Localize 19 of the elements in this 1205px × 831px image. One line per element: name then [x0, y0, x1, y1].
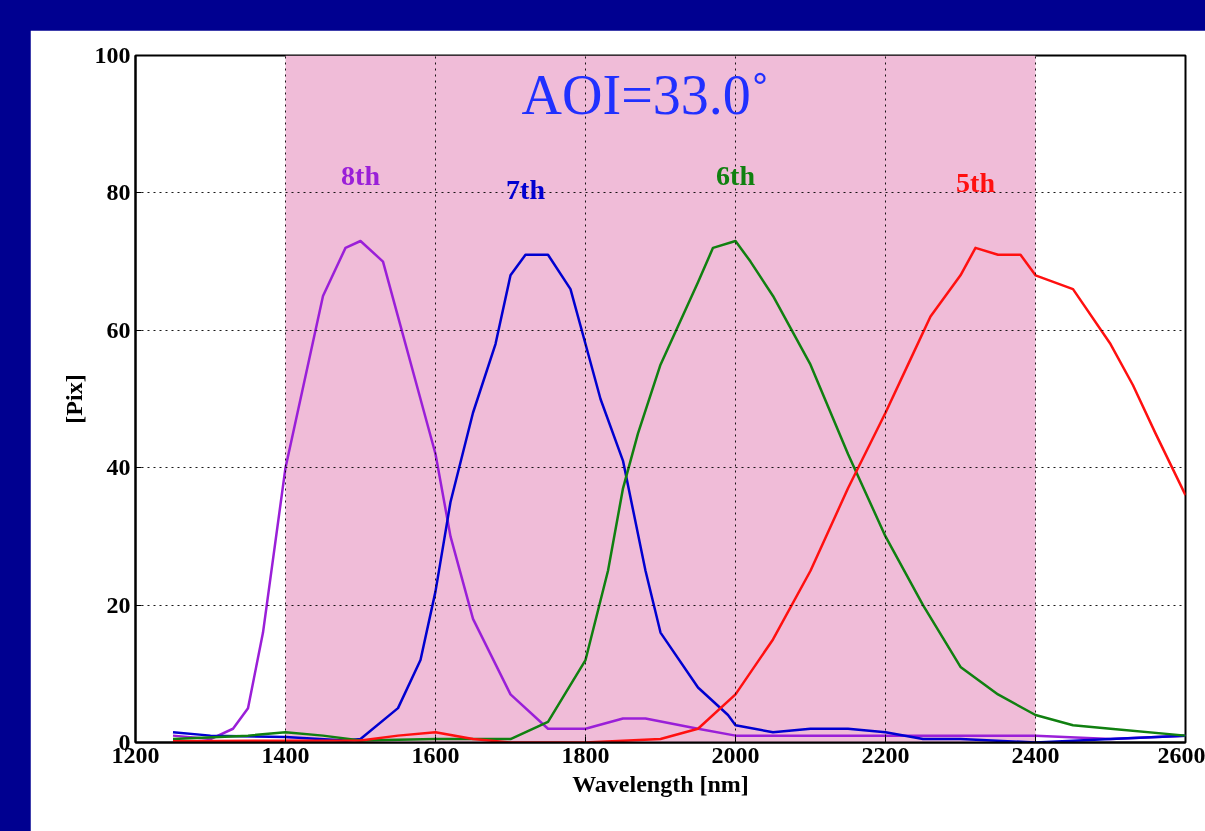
x-axis-title: Wavelength [nm]	[572, 770, 749, 797]
series-label: 7th	[506, 173, 546, 205]
series-label: 6th	[716, 159, 756, 191]
x-tick-label: 2200	[861, 741, 910, 768]
x-tick-label: 1800	[561, 741, 610, 768]
x-tick-label: 2400	[1011, 741, 1060, 768]
y-tick-label: 80	[106, 179, 131, 206]
annotation: AOI=33.0˚	[521, 63, 770, 126]
y-tick-label: 100	[94, 42, 131, 68]
x-tick-label: 1400	[261, 741, 310, 768]
series-label: 5th	[956, 166, 996, 198]
y-tick-label: 20	[106, 591, 131, 618]
y-axis-title: [Pix]	[60, 374, 87, 424]
x-tick-label: 2600	[1157, 741, 1205, 768]
x-tick-label: 2000	[711, 741, 760, 768]
y-tick-label: 60	[106, 316, 131, 343]
y-tick-label: 40	[106, 454, 131, 481]
series-label: 8th	[341, 159, 381, 191]
x-tick-label: 1600	[411, 741, 460, 768]
